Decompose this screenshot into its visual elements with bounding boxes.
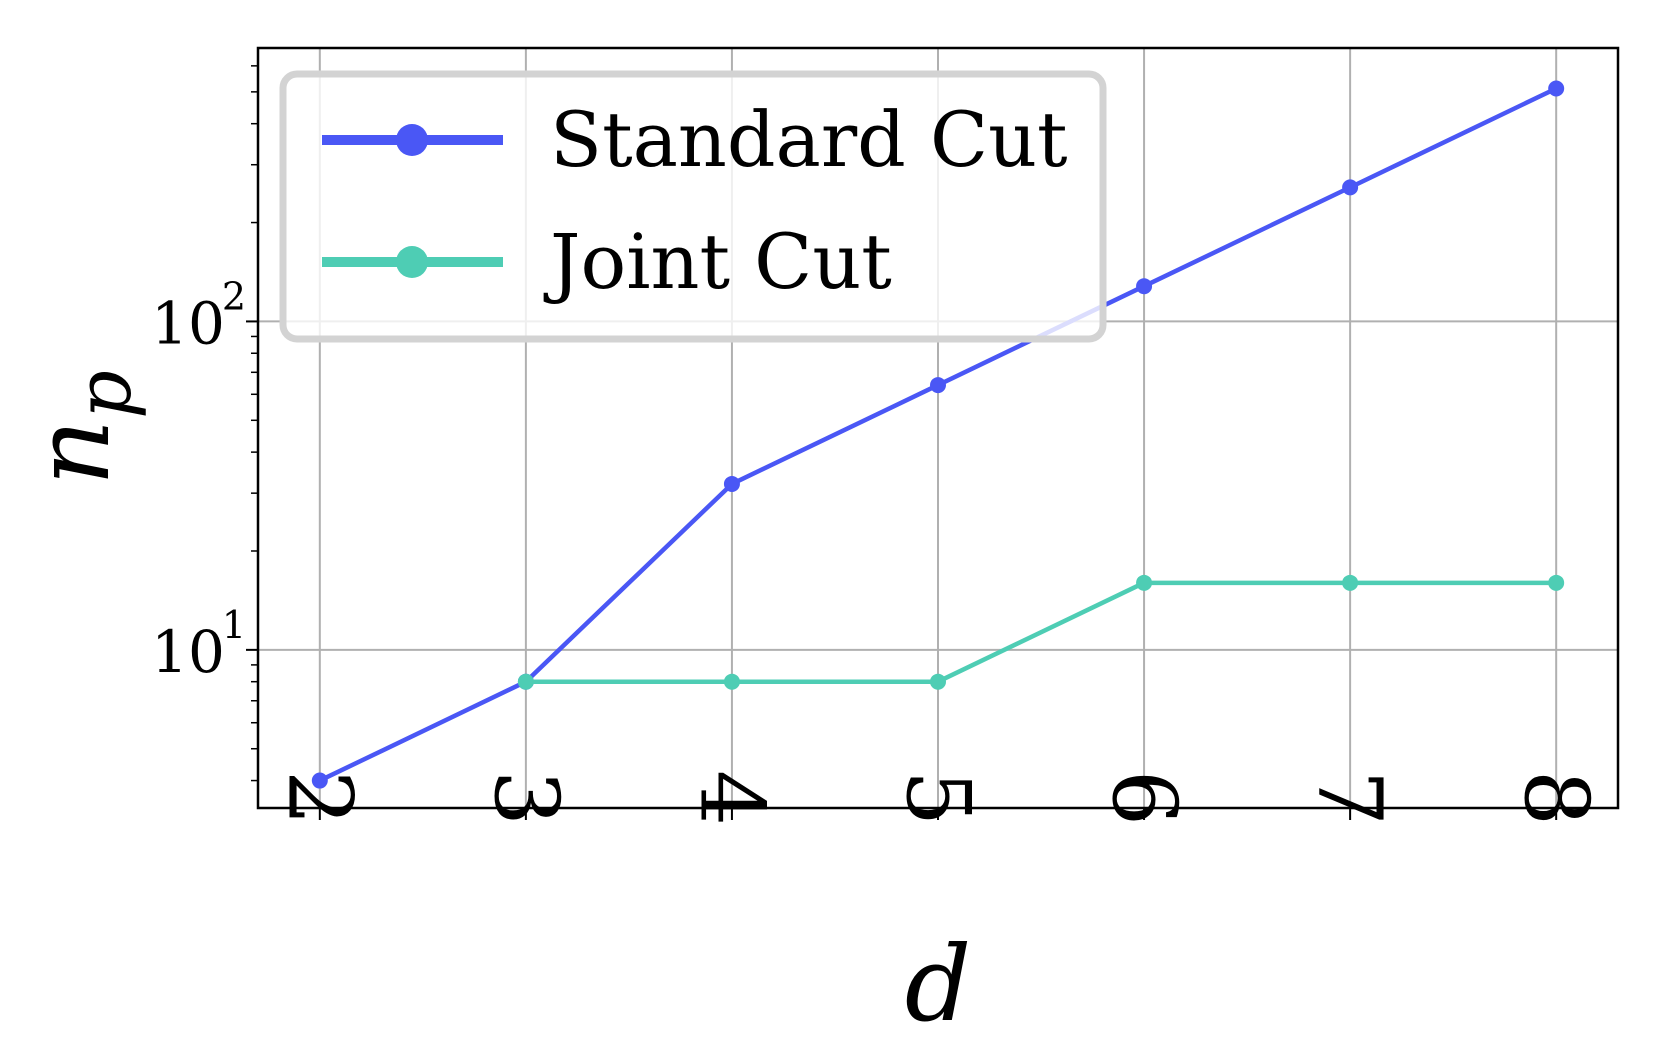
x-tick-label: 4	[680, 770, 783, 826]
data-point	[1342, 574, 1359, 591]
x-tick-label: 8	[1505, 770, 1608, 826]
y-tick-base: 10	[151, 618, 225, 686]
legend-item: Standard Cut	[322, 95, 1068, 184]
data-point	[930, 673, 946, 690]
x-tick-label: 6	[1093, 770, 1196, 826]
y-tick-exponent: 1	[222, 603, 246, 647]
legend-marker	[396, 124, 428, 156]
y-tick-exponent: 2	[222, 274, 246, 318]
data-point	[311, 772, 328, 789]
x-axis-label: d	[905, 923, 972, 1045]
series-group	[311, 80, 1565, 789]
legend-marker	[396, 246, 428, 278]
series-joint-cut	[517, 574, 1565, 690]
y-axis-label-subscript: p	[59, 370, 148, 419]
y-tick-label: 101	[151, 603, 246, 686]
data-point	[1136, 278, 1153, 295]
data-point	[1342, 179, 1359, 196]
y-axis-label-main: n	[11, 419, 133, 486]
legend: Standard Cut Joint Cut	[279, 70, 1107, 343]
svg-text:np: np	[11, 370, 148, 486]
data-point	[1548, 80, 1565, 97]
plot-frame	[256, 46, 1620, 810]
data-point	[517, 673, 534, 690]
data-point	[1136, 574, 1153, 591]
x-tick-label: 2	[268, 770, 371, 826]
series-line	[525, 580, 1557, 684]
x-tick-label: 5	[887, 770, 990, 826]
x-tick-label: 7	[1299, 770, 1402, 826]
data-point	[1548, 574, 1565, 591]
legend-item: Joint Cut	[322, 217, 892, 306]
data-point	[723, 475, 740, 492]
y-axis-label: np	[11, 370, 148, 486]
legend-label: Standard Cut	[550, 95, 1068, 184]
y-tick-base: 10	[151, 289, 225, 357]
y-tick-label: 102	[151, 274, 246, 357]
x-tick-label: 3	[474, 770, 577, 826]
data-point	[723, 673, 740, 690]
legend-label: Joint Cut	[543, 217, 892, 306]
data-point	[930, 377, 946, 394]
x-tick-labels: 2 3 4 5 6 7 8	[268, 770, 1607, 826]
